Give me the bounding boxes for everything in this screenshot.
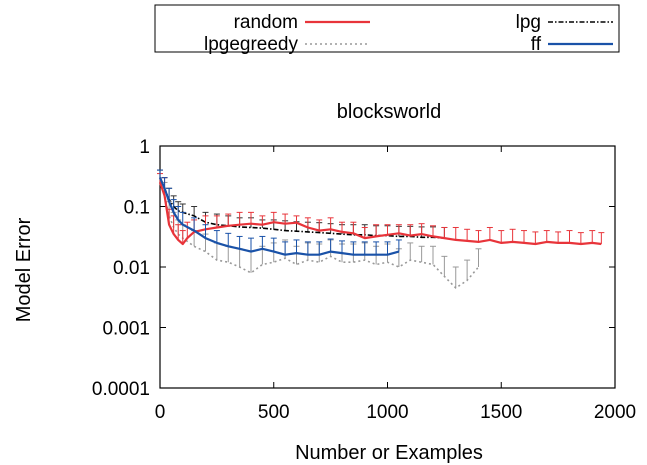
series-lpg — [157, 169, 448, 239]
y-axis-label: Model Error — [13, 217, 35, 322]
y-tick-label: 0.0001 — [92, 379, 150, 400]
error-bars-random — [157, 173, 605, 244]
axis-ticks: 0 500 1000 1500 2000 0.0001 0.001 0.01 0.1 1 — [92, 137, 636, 423]
legend-label: ff — [531, 34, 542, 55]
x-axis-label: Number or Examples — [295, 442, 483, 464]
x-tick-label: 0 — [155, 402, 166, 423]
legend-label: lpgegreedy — [204, 34, 299, 55]
series-random — [157, 173, 605, 246]
y-tick-label: 0.001 — [102, 319, 150, 340]
y-tick-label: 0.1 — [124, 198, 150, 219]
legend-label: lpg — [516, 12, 541, 33]
legend-label: random — [234, 12, 298, 33]
plot-frame — [159, 145, 616, 389]
legend-item-lpg: lpg — [516, 12, 613, 33]
series-layer — [157, 169, 605, 289]
x-tick-label: 1500 — [480, 402, 522, 423]
series-line-lpg — [159, 177, 445, 239]
y-tick-label: 0.01 — [113, 258, 150, 279]
error-bars-ff — [157, 169, 402, 255]
legend-item-ff: ff — [531, 34, 613, 55]
series-line-lpgegreedy — [159, 177, 480, 289]
series-ff — [157, 169, 402, 256]
x-tick-label: 1000 — [366, 402, 408, 423]
x-tick-label: 500 — [258, 402, 290, 423]
legend-item-lpgegreedy: lpgegreedy — [204, 34, 370, 55]
series-line-ff — [158, 177, 400, 256]
error-bars-lpg — [157, 169, 448, 239]
chart-title: blocksworld — [337, 101, 441, 123]
legend-box — [154, 4, 620, 53]
y-tick-label: 1 — [139, 137, 150, 158]
legend-item-random: random — [234, 12, 370, 33]
x-tick-label: 2000 — [594, 402, 636, 423]
